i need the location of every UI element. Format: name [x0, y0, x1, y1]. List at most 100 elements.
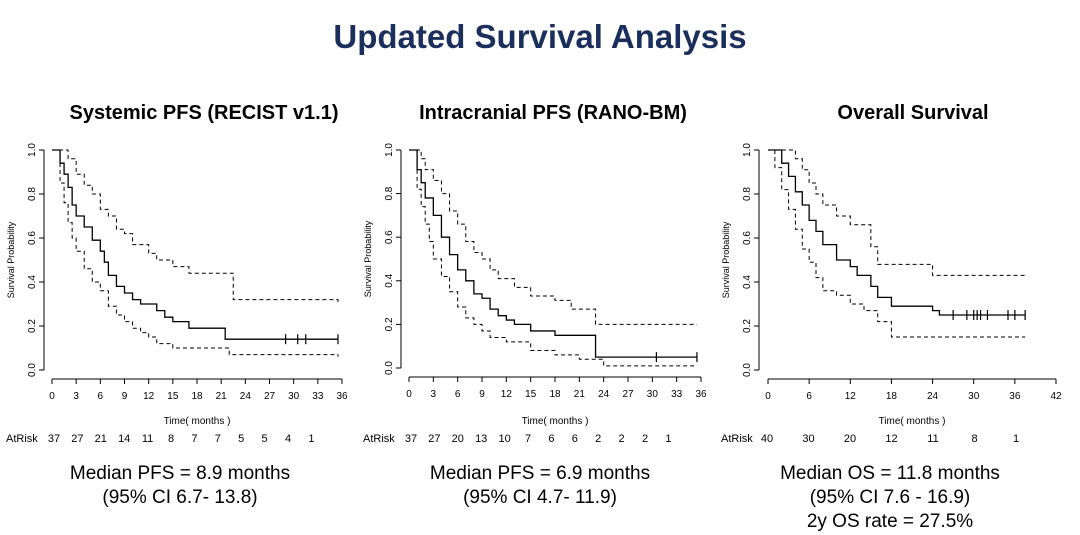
atrisk-count: 11 — [927, 433, 938, 445]
x-tick-label: 36 — [336, 391, 348, 402]
x-tick-label: 30 — [288, 391, 300, 402]
atrisk-count: 30 — [802, 433, 814, 445]
km-curve-lower-ci — [768, 149, 1026, 338]
y-tick-label: 0.2 — [742, 319, 753, 333]
x-tick-label: 0 — [765, 391, 771, 402]
x-tick-label: 24 — [927, 391, 939, 402]
atrisk-count: 6 — [548, 433, 554, 445]
atrisk-count: 37 — [48, 433, 60, 445]
y-tick-label: 0.4 — [27, 275, 38, 289]
confidence-interval: (95% CI 6.7- 13.8) — [102, 487, 258, 508]
y-tick-label: 1.0 — [27, 143, 38, 157]
y-tick-label: 0.6 — [384, 230, 395, 244]
x-tick-label: 6 — [806, 391, 812, 402]
x-tick-label: 6 — [98, 391, 104, 402]
atrisk-count: 10 — [498, 433, 510, 445]
km-curve-upper-ci — [768, 149, 1026, 276]
median-summary-overall-survival: Median OS = 11.8 months (95% CI 7.6 - 16… — [710, 462, 1070, 534]
km-chart-systemic-pfs: 0.00.20.40.60.81.00 3 6 9 12 15 18 21 24 27 30 33 36… — [6, 143, 348, 445]
median-value: Median PFS = 6.9 months — [429, 463, 651, 484]
y-tick-label: 0.8 — [742, 187, 753, 201]
atrisk-count: 11 — [142, 433, 153, 445]
x-axis-title: Time( months ) — [879, 416, 946, 427]
x-tick-label: 12 — [845, 391, 857, 402]
confidence-interval: (95% CI 7.6 - 16.9) — [809, 487, 971, 508]
km-curve-lower-ci — [409, 149, 697, 367]
panel-title-systemic-pfs: Systemic PFS (RECIST v1.1) — [69, 102, 339, 124]
x-tick-label: 24 — [598, 389, 610, 400]
km-curve-estimate — [409, 149, 697, 358]
atrisk-count: 1 — [665, 433, 671, 445]
x-tick-label: 18 — [549, 389, 561, 400]
atrisk-count: 7 — [191, 433, 197, 445]
x-tick-label: 6 — [455, 389, 461, 400]
atrisk-count: 2 — [595, 433, 601, 445]
atrisk-count: 5 — [238, 433, 244, 445]
km-chart-intracranial-pfs: 0.00.20.40.60.81.00 3 6 9 12 15 18 21 24 27 30 33 36… — [363, 143, 707, 445]
median-value: Median PFS = 8.9 months — [69, 463, 291, 484]
atrisk-count: 21 — [95, 433, 107, 445]
x-tick-label: 15 — [525, 389, 537, 400]
atrisk-count: 40 — [761, 433, 773, 445]
y-tick-label: 0.4 — [384, 273, 395, 287]
x-tick-label: 9 — [479, 389, 485, 400]
x-tick-label: 36 — [1009, 391, 1021, 402]
atrisk-count: 1 — [1013, 433, 1019, 445]
atrisk-count: 20 — [452, 433, 464, 445]
y-tick-label: 1.0 — [384, 143, 395, 157]
km-curve-estimate — [768, 149, 1026, 316]
y-tick-label: 0.8 — [27, 187, 38, 201]
x-tick-label: 15 — [167, 391, 179, 402]
atrisk-count: 12 — [885, 433, 897, 445]
slide-title: Updated Survival Analysis — [333, 18, 747, 55]
atrisk-count: 5 — [262, 433, 268, 445]
x-axis-title: Time( months ) — [164, 416, 231, 427]
atrisk-count: 2 — [642, 433, 648, 445]
x-tick-label: 0 — [49, 391, 55, 402]
km-curve-estimate — [52, 149, 338, 340]
x-tick-label: 18 — [886, 391, 898, 402]
km-curve-upper-ci — [52, 149, 339, 304]
km-curve-lower-ci — [52, 149, 339, 357]
x-tick-label: 33 — [671, 389, 683, 400]
atrisk-count: 37 — [405, 433, 417, 445]
atrisk-count: 27 — [71, 433, 83, 445]
x-tick-label: 30 — [968, 391, 980, 402]
y-axis-title: Survival Probability — [721, 221, 731, 298]
atrisk-count: 7 — [525, 433, 531, 445]
atrisk-label: AtRisk — [721, 433, 753, 445]
atrisk-label: AtRisk — [363, 433, 395, 445]
panel-title-intracranial-pfs: Intracranial PFS (RANO-BM) — [419, 102, 687, 124]
median-value: Median OS = 11.8 months — [780, 463, 1000, 484]
x-tick-label: 18 — [191, 391, 203, 402]
x-tick-label: 9 — [122, 391, 128, 402]
atrisk-count: 14 — [118, 433, 130, 445]
y-tick-label: 1.0 — [742, 143, 753, 157]
x-tick-label: 30 — [647, 389, 659, 400]
x-tick-label: 21 — [216, 391, 228, 402]
atrisk-count: 13 — [475, 433, 487, 445]
atrisk-count: 4 — [285, 433, 291, 445]
atrisk-count: 20 — [844, 433, 856, 445]
panel-title-overall-survival: Overall Survival — [837, 102, 989, 124]
atrisk-count: 6 — [572, 433, 578, 445]
x-tick-label: 24 — [240, 391, 252, 402]
y-axis-title: Survival Probability — [363, 220, 373, 297]
two-year-os-rate: 2y OS rate = 27.5% — [806, 511, 974, 532]
x-tick-label: 21 — [574, 389, 586, 400]
x-tick-label: 3 — [73, 391, 79, 402]
atrisk-count: 2 — [619, 433, 625, 445]
y-tick-label: 0.6 — [742, 231, 753, 245]
x-tick-label: 33 — [312, 391, 324, 402]
x-tick-label: 27 — [264, 391, 276, 402]
x-tick-label: 3 — [431, 389, 437, 400]
atrisk-count: 27 — [428, 433, 440, 445]
x-tick-label: 27 — [622, 389, 634, 400]
atrisk-count: 7 — [215, 433, 221, 445]
y-tick-label: 0.0 — [27, 363, 38, 377]
y-axis-title: Survival Probability — [6, 221, 16, 298]
x-tick-label: 36 — [695, 389, 707, 400]
x-tick-label: 12 — [501, 389, 513, 400]
x-tick-label: 0 — [406, 389, 412, 400]
median-summary-intracranial-pfs: Median PFS = 6.9 months (95% CI 4.7- 11.… — [360, 462, 720, 510]
